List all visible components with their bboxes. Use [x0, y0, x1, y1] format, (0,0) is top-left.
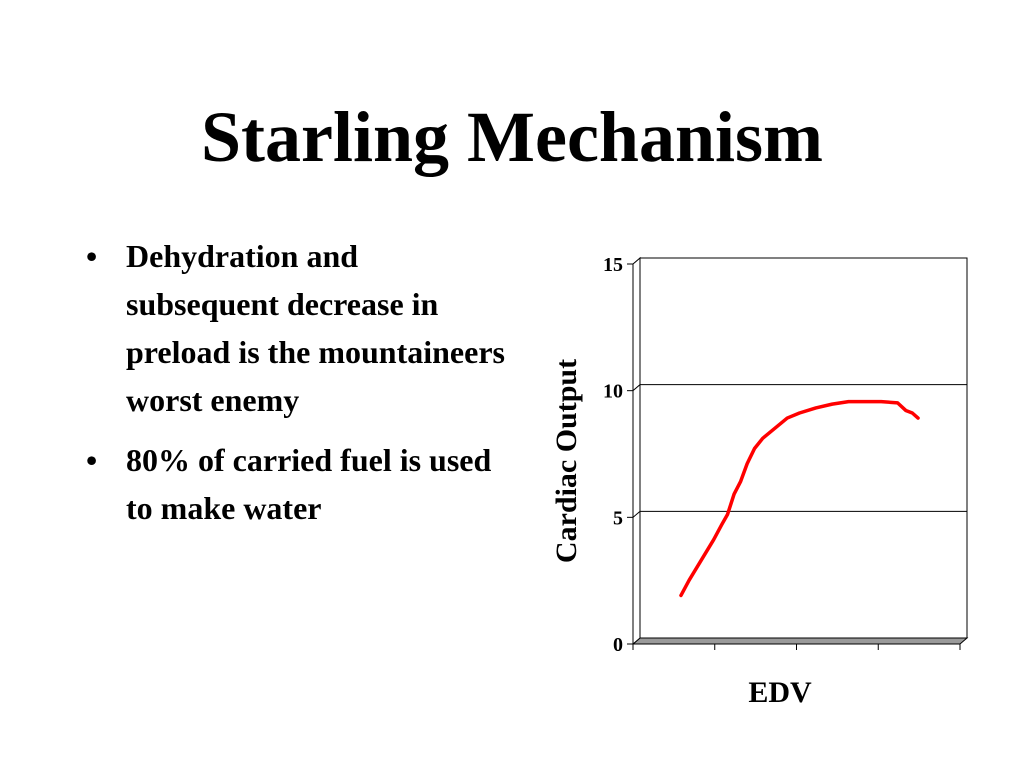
plot-floor [631, 637, 969, 645]
grid-line [632, 510, 641, 518]
bullet-item: • 80% of carried fuel is used to make wa… [86, 436, 516, 532]
x-ticks [632, 644, 961, 650]
y-axis-label: Cardiac Output [550, 359, 583, 563]
plot-side-wall [632, 256, 641, 646]
y-tick-label: 10 [603, 381, 623, 403]
grid-lines [632, 384, 967, 518]
bullet-list: • Dehydration and subsequent decrease in… [86, 232, 516, 544]
slide-title: Starling Mechanism [201, 97, 823, 177]
series-line [679, 399, 920, 598]
bullet-text: 80% of carried fuel is used to make wate… [126, 442, 492, 526]
bullet-dot-icon: • [86, 238, 98, 274]
y-tick-label: 0 [613, 634, 623, 656]
x-axis-label: EDV [748, 676, 812, 709]
bullet-item: • Dehydration and subsequent decrease in… [86, 232, 516, 424]
bullet-dot-icon: • [86, 442, 98, 478]
y-tick-label: 5 [613, 507, 623, 529]
y-tick-label: 15 [603, 254, 623, 276]
bullet-text: Dehydration and subsequent decrease in p… [126, 238, 505, 418]
plot-area: 0 5 10 15 [603, 254, 969, 656]
cardiac-output-chart: 0 5 10 15 Cardiac Output EDV [550, 254, 969, 709]
grid-line [632, 384, 641, 392]
y-ticks: 0 5 10 15 [603, 254, 633, 656]
